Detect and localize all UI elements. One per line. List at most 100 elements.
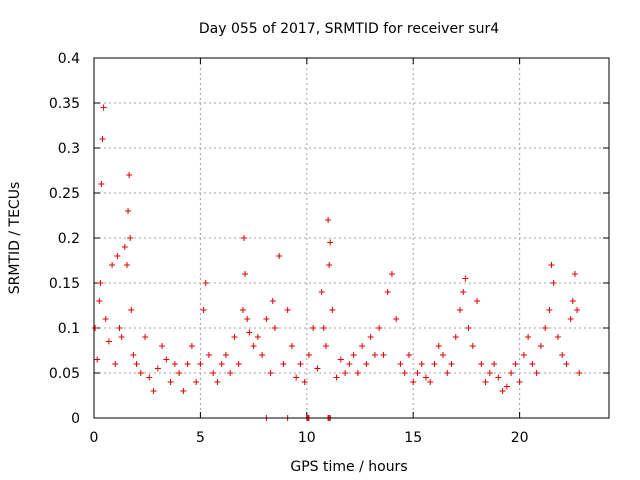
data-point [154, 365, 161, 372]
data-point [371, 352, 378, 358]
data-point [567, 316, 574, 322]
data-point [239, 307, 246, 313]
data-point [127, 235, 134, 241]
data-point [314, 365, 321, 372]
data-point [142, 334, 149, 340]
data-point [516, 379, 523, 385]
data-point [465, 325, 472, 331]
data-point [533, 370, 540, 376]
y-tick-label: 0.1 [58, 321, 80, 337]
data-point [94, 356, 101, 363]
data-point [397, 361, 404, 367]
data-point [574, 307, 581, 313]
data-point [576, 370, 583, 376]
y-tick-label: 0.15 [49, 276, 80, 292]
data-point [427, 379, 434, 385]
y-tick-label: 0.4 [58, 51, 80, 67]
data-point [97, 280, 104, 286]
data-point [474, 298, 481, 304]
data-point [280, 361, 287, 367]
data-point [227, 370, 234, 376]
data-point [184, 361, 191, 367]
data-point [197, 361, 204, 367]
data-point [478, 361, 485, 367]
data-point [354, 370, 361, 376]
data-point [508, 370, 515, 376]
data-point [288, 343, 295, 349]
data-point [520, 352, 527, 358]
chart-title: Day 055 of 2017, SRMTID for receiver sur… [199, 21, 499, 37]
data-point [350, 352, 357, 358]
data-point [546, 307, 553, 313]
data-point [235, 361, 242, 367]
data-point [322, 343, 329, 349]
data-point [525, 334, 532, 340]
data-point [388, 271, 395, 277]
data-point [259, 352, 266, 358]
data-point [571, 271, 578, 277]
y-tick-label: 0.05 [49, 366, 80, 382]
data-point [318, 289, 325, 295]
data-point [550, 280, 557, 286]
data-point [563, 361, 570, 367]
data-point [495, 374, 502, 381]
data-point [435, 343, 442, 349]
x-tick-labels: 0 5 10 15 20 [90, 430, 529, 446]
data-point [92, 325, 99, 331]
data-point [367, 334, 374, 340]
data-point [440, 352, 447, 358]
data-point [100, 104, 107, 111]
data-point [452, 334, 459, 340]
data-point [109, 262, 116, 268]
data-point [254, 334, 261, 340]
plot-frame [93, 57, 610, 419]
data-point [380, 352, 387, 358]
y-tick-label: 0.35 [49, 96, 80, 112]
data-point [405, 352, 412, 358]
data-point [559, 352, 566, 358]
data-point [218, 361, 225, 367]
data-point [99, 136, 106, 142]
data-point [163, 356, 170, 363]
data-point [188, 343, 195, 349]
data-point [105, 338, 112, 345]
x-tick-label: 20 [511, 430, 529, 446]
data-point [542, 325, 549, 331]
y-tick-label: 0 [71, 411, 80, 427]
data-point [325, 217, 332, 223]
data-point [128, 307, 135, 313]
data-point [176, 370, 183, 376]
data-point [418, 361, 425, 367]
y-axis-label: SRMTID / TECUs [7, 182, 23, 295]
data-point [422, 374, 429, 381]
y-tick-label: 0.25 [49, 186, 80, 202]
data-point [346, 361, 353, 367]
data-point [267, 370, 274, 376]
data-point [269, 298, 276, 304]
data-point [414, 370, 421, 376]
y-tick-labels: 0 0.05 0.1 0.15 0.2 0.25 0.3 0.35 0.4 [49, 51, 80, 427]
data-point [359, 343, 366, 349]
data-point [293, 374, 300, 381]
data-point [150, 388, 157, 394]
data-point [410, 379, 417, 385]
data-point [133, 361, 140, 367]
data-point [363, 361, 370, 367]
data-point [242, 271, 249, 277]
data-point [96, 298, 103, 304]
y-tick-label: 0.3 [58, 141, 80, 157]
data-point [554, 334, 561, 340]
data-point [121, 244, 128, 250]
data-point [305, 352, 312, 358]
data-point [297, 361, 304, 367]
data-point [241, 235, 248, 241]
data-point [171, 361, 178, 367]
data-point [202, 280, 209, 286]
data-point [123, 262, 130, 268]
data-point [284, 307, 291, 313]
data-point [146, 374, 153, 381]
data-point [130, 352, 137, 358]
data-points [92, 104, 583, 421]
data-point [384, 289, 391, 295]
